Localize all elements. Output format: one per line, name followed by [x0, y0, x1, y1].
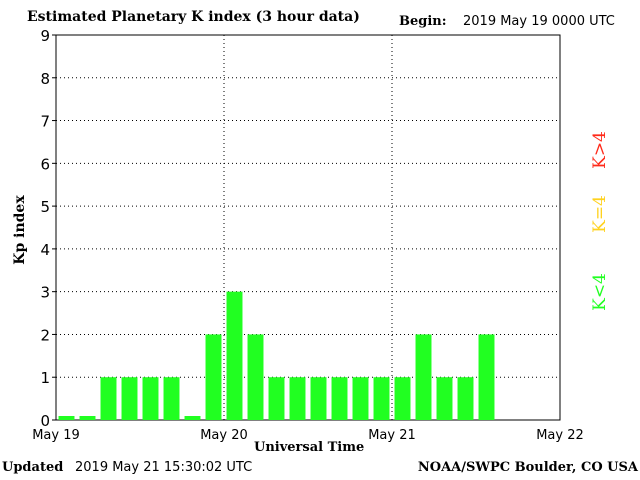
kp-bar [331, 377, 348, 420]
x-tick-label-0: May 19 [32, 428, 80, 443]
y-tick-label-7: 7 [40, 113, 50, 131]
kp-bar [226, 291, 243, 420]
kp-bar [142, 377, 159, 420]
y-tick-label-8: 8 [40, 70, 50, 88]
y-axis-label: Kp index [12, 195, 28, 265]
kp-bar [352, 377, 369, 420]
kp-bar [205, 334, 222, 420]
kp-bar [310, 377, 327, 420]
kp-bar [415, 334, 432, 420]
kp-bar [478, 334, 495, 420]
x-axis-label: Universal Time [254, 440, 365, 455]
kp-bar [184, 416, 201, 420]
begin-label: Begin: [399, 14, 447, 29]
kp-bar [58, 416, 75, 420]
kp-bar [394, 377, 411, 420]
y-tick-label-0: 0 [40, 412, 50, 430]
y-tick-label-4: 4 [40, 241, 50, 259]
y-tick-label-6: 6 [40, 155, 50, 173]
chart-title: Estimated Planetary K index (3 hour data… [27, 9, 360, 25]
kp-bar [121, 377, 138, 420]
updated-label: Updated [2, 460, 64, 475]
y-tick-label-3: 3 [40, 284, 50, 302]
x-tick-label-2: May 21 [368, 428, 416, 443]
y-tick-label-9: 9 [40, 27, 50, 45]
kp-bar [373, 377, 390, 420]
kp-bar [100, 377, 117, 420]
kp-bar [79, 416, 96, 420]
source-credit: NOAA/SWPC Boulder, CO USA [417, 460, 638, 475]
plot-frame [55, 34, 561, 421]
kp-bar [457, 377, 474, 420]
updated-timestamp: 2019 May 21 15:30:02 UTC [75, 460, 253, 475]
kp-bar [247, 334, 264, 420]
legend-kp-low: K<4 [590, 273, 610, 311]
y-tick-label-2: 2 [40, 326, 50, 344]
begin-value: 2019 May 19 0000 UTC [463, 14, 615, 29]
kp-bar [436, 377, 453, 420]
legend-kp-equal-4: K=4 [590, 195, 610, 233]
kp-bar [289, 377, 306, 420]
kp-bar [163, 377, 180, 420]
x-tick-label-3: May 22 [536, 428, 584, 443]
kp-bar [268, 377, 285, 420]
x-tick-label-1: May 20 [200, 428, 248, 443]
y-tick-label-5: 5 [40, 198, 50, 216]
legend-kp-high: K>4 [590, 131, 610, 169]
y-tick-label-1: 1 [40, 369, 50, 387]
